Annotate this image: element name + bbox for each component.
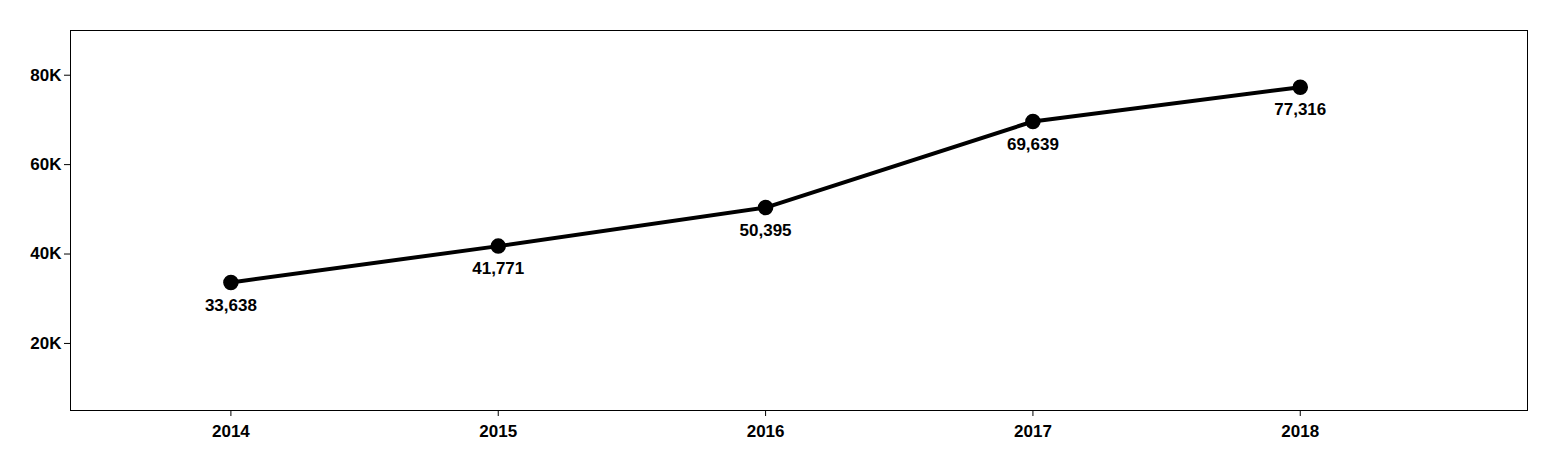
- svg-text:33,638: 33,638: [205, 296, 257, 315]
- svg-text:40K: 40K: [30, 244, 62, 263]
- svg-text:77,316: 77,316: [1274, 100, 1326, 119]
- svg-text:2014: 2014: [212, 422, 250, 441]
- svg-text:69,639: 69,639: [1007, 135, 1059, 154]
- svg-text:60K: 60K: [30, 155, 62, 174]
- svg-text:41,771: 41,771: [472, 259, 524, 278]
- svg-text:2015: 2015: [479, 422, 517, 441]
- svg-text:2018: 2018: [1281, 422, 1319, 441]
- svg-text:50,395: 50,395: [740, 221, 792, 240]
- svg-text:80K: 80K: [30, 66, 62, 85]
- svg-text:2016: 2016: [747, 422, 785, 441]
- svg-text:20K: 20K: [30, 334, 62, 353]
- svg-text:2017: 2017: [1014, 422, 1052, 441]
